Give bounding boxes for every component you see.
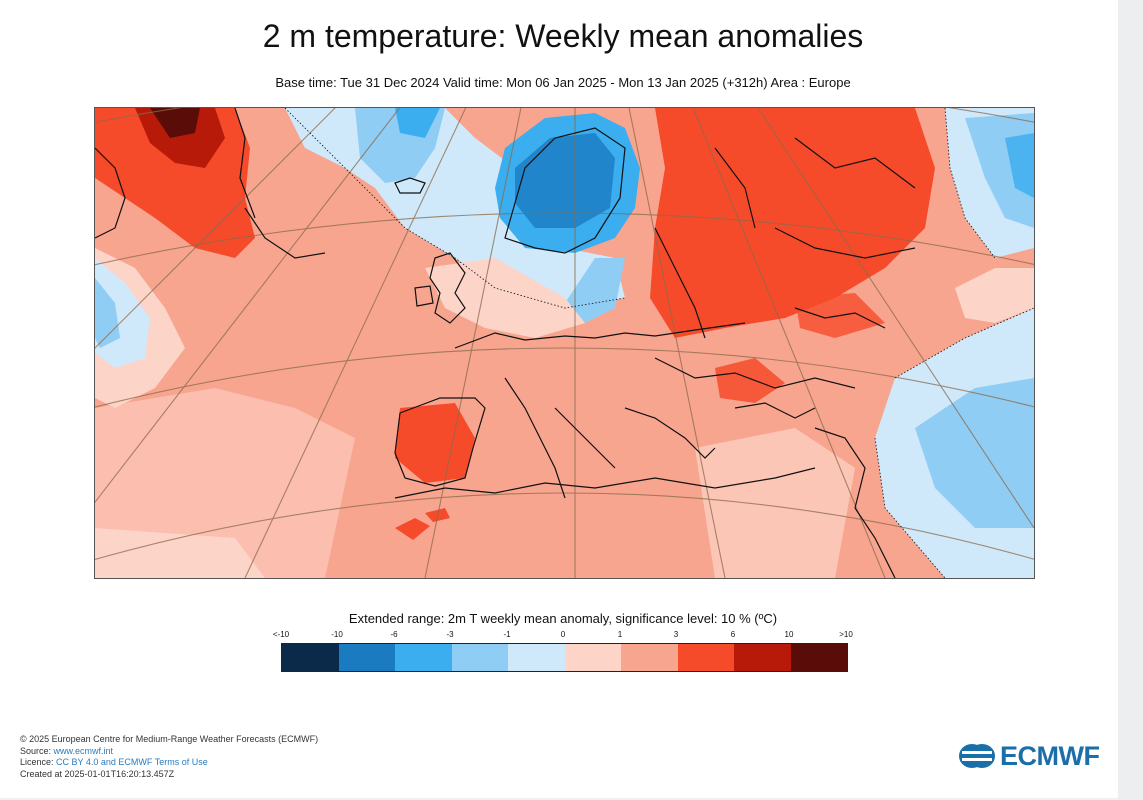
legend-label: 6 — [730, 630, 736, 639]
legend-label: -6 — [390, 630, 398, 639]
map-canvas — [95, 108, 1034, 578]
legend-swatch — [508, 644, 565, 671]
chart-subtitle: Base time: Tue 31 Dec 2024 Valid time: M… — [275, 75, 851, 90]
logo-text: ECMWF — [1000, 740, 1100, 771]
footer-credits: © 2025 European Centre for Medium-Range … — [20, 734, 318, 780]
created-text: Created at 2025-01-01T16:20:13.457Z — [20, 768, 175, 779]
legend-label: -1 — [503, 630, 511, 639]
legend-swatch — [338, 644, 395, 671]
legend-swatch — [282, 644, 339, 671]
legend-label: 1 — [617, 630, 623, 639]
legend-labels: <-10 -10 -6 -3 -1 0 1 3 6 10 >10 — [262, 630, 864, 642]
legend-label: -10 — [331, 630, 343, 639]
licence-link[interactable]: CC BY 4.0 and ECMWF Terms of Use — [56, 757, 208, 767]
legend-swatch — [677, 644, 734, 671]
ecmwf-logo: ECMWF — [958, 738, 1108, 774]
licence-label: Licence: — [20, 757, 57, 767]
source-line: Source: www.ecmwf.int — [20, 746, 318, 758]
copyright-text: © 2025 European Centre for Medium-Range … — [20, 734, 319, 744]
legend-label: 10 — [784, 630, 794, 639]
legend-swatch — [734, 644, 791, 671]
legend-label: 3 — [673, 630, 679, 639]
legend-title: Extended range: 2m T weekly mean anomaly… — [348, 611, 778, 626]
licence-line: Licence: CC BY 4.0 and ECMWF Terms of Us… — [20, 757, 318, 769]
forecast-page: 2 m temperature: Weekly mean anomalies B… — [0, 0, 1118, 798]
anomaly-map — [94, 107, 1035, 579]
legend-swatch — [451, 644, 508, 671]
viewer-edge — [1118, 0, 1143, 800]
chart-title: 2 m temperature: Weekly mean anomalies — [262, 18, 864, 54]
legend-label: <-10 — [272, 630, 290, 639]
source-link[interactable]: www.ecmwf.int — [53, 745, 114, 756]
legend-label: -3 — [446, 630, 454, 639]
legend-label: >10 — [839, 630, 853, 639]
legend-swatch — [621, 644, 678, 671]
legend-swatch — [395, 644, 452, 671]
legend-swatch — [564, 644, 621, 671]
legend-label: 0 — [560, 630, 566, 639]
legend-color-bar — [281, 643, 848, 672]
source-label: Source: — [20, 745, 54, 756]
legend-swatch — [790, 644, 847, 671]
ecmwf-logo-icon — [959, 744, 995, 768]
